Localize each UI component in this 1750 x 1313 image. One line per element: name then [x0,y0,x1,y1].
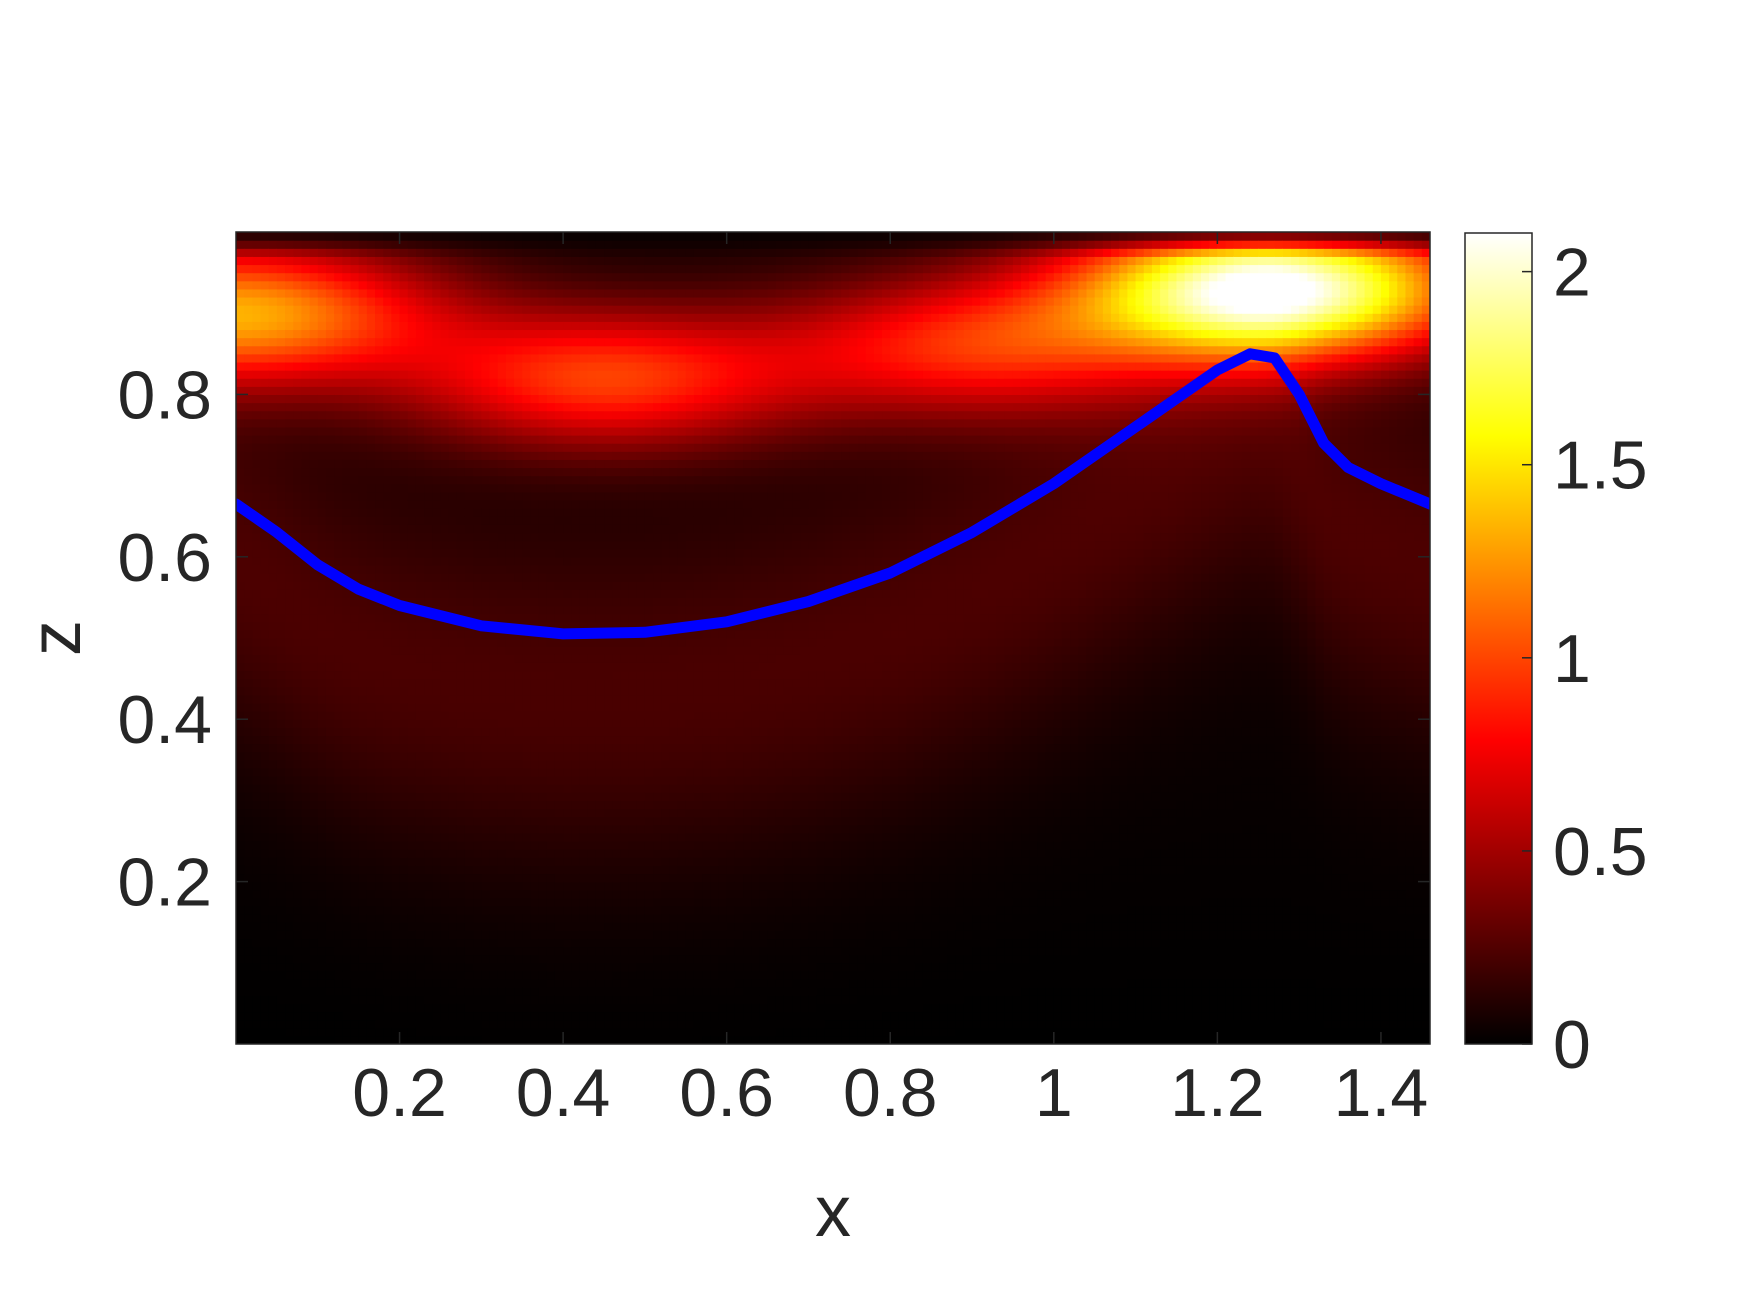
x-tick-label: 1.2 [1170,1055,1265,1131]
x-tick-label: 1 [1035,1055,1073,1131]
colorbar-gradient [1464,232,1533,1045]
x-tick-label: 1.4 [1334,1055,1429,1131]
plot-frame [235,231,1431,1045]
colorbar-tick-label: 0.5 [1553,814,1648,890]
y-tick-label: 0.4 [117,682,212,758]
x-axis-label: x [815,1172,851,1252]
x-axis-ticks: 0.2 0.4 0.6 0.8 1 1.2 1.4 [352,232,1428,1131]
y-tick-label: 0.2 [117,845,212,921]
series-line-curve [236,348,1430,640]
x-tick-label: 0.8 [843,1055,938,1131]
x-tick-label: 0.2 [352,1055,447,1131]
x-tick-label: 0.4 [516,1055,611,1131]
plot-area [235,231,1431,1045]
colorbar: 0 0.5 1 1.5 2 [1464,232,1648,1083]
y-axis-label: z [16,620,96,656]
colorbar-tick-label: 2 [1553,235,1591,311]
y-tick-label: 0.6 [117,520,212,596]
heatmap-field [236,232,1430,1044]
y-axis-ticks: 0.2 0.4 0.6 0.8 [117,357,1430,921]
x-tick-label: 0.6 [679,1055,774,1131]
colorbar-tick-label: 0 [1553,1007,1591,1083]
colorbar-tick-label: 1.5 [1553,428,1648,504]
colorbar-ticks: 0 0.5 1 1.5 2 [1522,235,1648,1083]
colorbar-tick-label: 1 [1553,621,1591,697]
y-tick-label: 0.8 [117,357,212,433]
